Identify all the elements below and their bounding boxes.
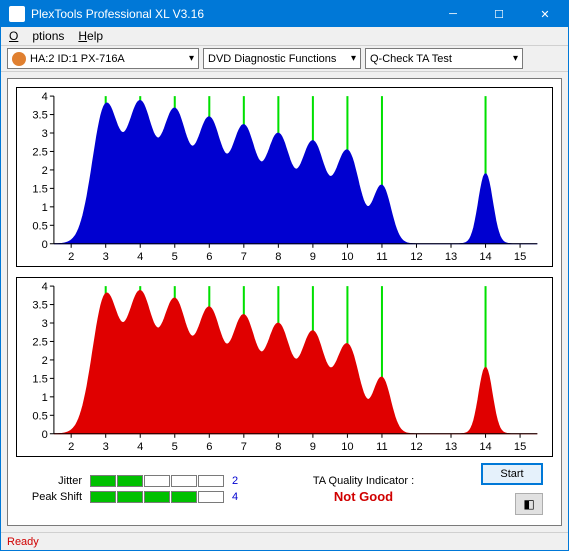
svg-text:1: 1: [42, 202, 48, 214]
svg-text:3: 3: [42, 128, 48, 140]
svg-text:3.5: 3.5: [32, 110, 47, 122]
svg-text:2: 2: [68, 251, 74, 263]
start-button[interactable]: Start: [481, 463, 543, 485]
svg-text:6: 6: [206, 251, 212, 263]
status-bar: Ready: [1, 532, 568, 550]
svg-text:2.5: 2.5: [32, 337, 47, 349]
svg-text:5: 5: [172, 251, 178, 263]
svg-text:2: 2: [42, 355, 48, 367]
svg-text:4: 4: [42, 92, 48, 104]
title-bar: ◉ PlexTools Professional XL V3.16 ─ ☐ ✕: [1, 1, 568, 27]
maximize-button[interactable]: ☐: [476, 1, 522, 27]
jitter-bars: [90, 475, 224, 487]
svg-text:3.5: 3.5: [32, 300, 47, 312]
svg-text:7: 7: [241, 251, 247, 263]
jitter-row: Jitter 2: [26, 475, 246, 487]
svg-text:3: 3: [103, 441, 109, 453]
quality-label: TA Quality Indicator :: [246, 475, 481, 487]
svg-text:15: 15: [514, 441, 526, 453]
svg-text:10: 10: [341, 441, 353, 453]
test-select[interactable]: Q-Check TA Test: [365, 48, 523, 69]
jitter-label: Jitter: [26, 475, 82, 487]
svg-text:3: 3: [42, 318, 48, 330]
svg-text:8: 8: [275, 251, 281, 263]
svg-text:11: 11: [376, 441, 388, 453]
svg-text:14: 14: [479, 251, 491, 263]
svg-text:0.5: 0.5: [32, 221, 47, 233]
status-text: Ready: [7, 536, 39, 548]
svg-text:6: 6: [206, 441, 212, 453]
drive-label: HA:2 ID:1 PX-716A: [30, 53, 125, 65]
disc-icon: [12, 52, 26, 66]
jitter-value: 2: [232, 475, 246, 487]
svg-text:13: 13: [445, 441, 457, 453]
meter-bar: [90, 491, 116, 503]
svg-text:15: 15: [514, 251, 526, 263]
svg-text:4: 4: [42, 282, 48, 294]
close-button[interactable]: ✕: [522, 1, 568, 27]
menu-help[interactable]: Help: [78, 29, 103, 43]
meter-bar: [171, 491, 197, 503]
quality-value: Not Good: [246, 489, 481, 504]
svg-text:1: 1: [42, 392, 48, 404]
toolbar: HA:2 ID:1 PX-716A DVD Diagnostic Functio…: [1, 46, 568, 72]
meter-bar: [117, 475, 143, 487]
meter-bar: [198, 491, 224, 503]
svg-text:9: 9: [310, 251, 316, 263]
meter-bar: [117, 491, 143, 503]
svg-text:4: 4: [137, 441, 143, 453]
quality-indicator: TA Quality Indicator : Not Good: [246, 475, 481, 504]
function-label: DVD Diagnostic Functions: [208, 53, 336, 65]
meter-bar: [90, 475, 116, 487]
svg-text:12: 12: [410, 441, 422, 453]
svg-text:14: 14: [479, 441, 491, 453]
svg-text:1.5: 1.5: [32, 184, 47, 196]
svg-text:5: 5: [172, 441, 178, 453]
app-icon: ◉: [9, 6, 25, 22]
svg-text:3: 3: [103, 251, 109, 263]
menu-bar: Options Help: [1, 27, 568, 46]
svg-text:13: 13: [445, 251, 457, 263]
test-label: Q-Check TA Test: [370, 53, 452, 65]
meters: Jitter 2 Peak Shift 4: [26, 475, 246, 503]
chart-area: 00.511.522.533.5423456789101112131415 00…: [7, 78, 562, 526]
svg-text:7: 7: [241, 441, 247, 453]
menu-options[interactable]: Options: [9, 29, 64, 43]
peakshift-bars: [90, 491, 224, 503]
svg-text:10: 10: [341, 251, 353, 263]
meter-bar: [198, 475, 224, 487]
svg-text:0: 0: [42, 429, 48, 441]
meter-bar: [144, 475, 170, 487]
chart-bottom: 0 0.5 1 1.5 2 2.5 3 3.5 4 2 3 4 5 6 7 8 9 10 11 12 13 14 15: [16, 277, 553, 457]
svg-text:0: 0: [42, 239, 48, 251]
peakshift-label: Peak Shift: [26, 491, 82, 503]
bottom-panel: Jitter 2 Peak Shift 4 TA Quality Indicat…: [16, 457, 553, 521]
drive-select[interactable]: HA:2 ID:1 PX-716A: [7, 48, 199, 69]
peakshift-value: 4: [232, 491, 246, 503]
svg-text:2: 2: [42, 165, 48, 177]
svg-text:12: 12: [410, 251, 422, 263]
window-title: PlexTools Professional XL V3.16: [31, 7, 430, 21]
svg-text:8: 8: [275, 441, 281, 453]
svg-text:4: 4: [137, 251, 143, 263]
button-group: Start ◧: [481, 463, 543, 515]
svg-text:2: 2: [68, 441, 74, 453]
svg-text:1.5: 1.5: [32, 374, 47, 386]
window-buttons: ─ ☐ ✕: [430, 1, 568, 27]
svg-text:9: 9: [310, 441, 316, 453]
export-button[interactable]: ◧: [515, 493, 543, 515]
meter-bar: [144, 491, 170, 503]
chart-top: 0 0.5 1 1.5 2 2.5 3 3.5 4 2 3 4 5 6 7 8 9 10 11 12 13 14 15: [16, 87, 553, 267]
function-select[interactable]: DVD Diagnostic Functions: [203, 48, 361, 69]
peakshift-row: Peak Shift 4: [26, 491, 246, 503]
svg-text:11: 11: [376, 251, 388, 263]
meter-bar: [171, 475, 197, 487]
minimize-button[interactable]: ─: [430, 1, 476, 27]
svg-text:0.5: 0.5: [32, 411, 47, 423]
svg-text:2.5: 2.5: [32, 147, 47, 159]
